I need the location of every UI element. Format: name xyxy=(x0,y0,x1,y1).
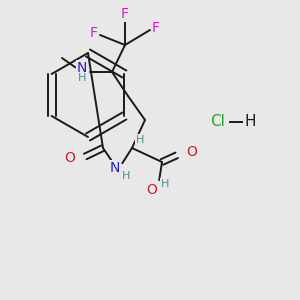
Text: N: N xyxy=(110,161,120,175)
Text: N: N xyxy=(77,61,87,75)
Text: H: H xyxy=(136,135,144,145)
Text: F: F xyxy=(90,26,98,40)
Text: O: O xyxy=(187,145,197,159)
Text: Cl: Cl xyxy=(211,115,225,130)
Text: F: F xyxy=(152,21,160,35)
Text: H: H xyxy=(78,73,86,83)
Text: H: H xyxy=(161,179,169,189)
Text: O: O xyxy=(64,151,75,165)
Text: H: H xyxy=(122,171,130,181)
Text: O: O xyxy=(147,183,158,197)
Text: H: H xyxy=(244,115,256,130)
Text: F: F xyxy=(121,7,129,21)
